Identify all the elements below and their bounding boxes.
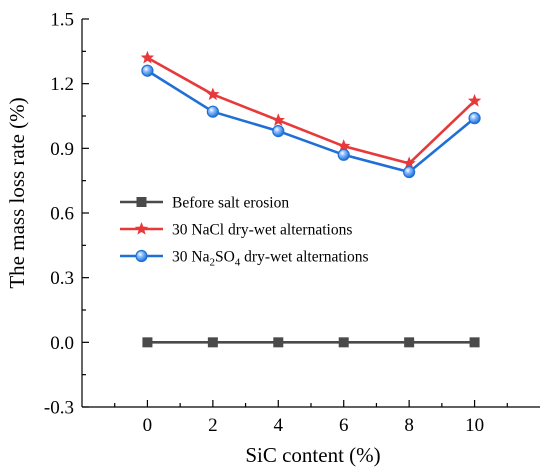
star-marker	[402, 156, 416, 170]
axes: -0.3 0.0 0.3 0.6 0.9 1.2 1.5 0 2 4 6 8 10	[44, 10, 540, 436]
series-group	[140, 50, 482, 348]
x-tick-label: 2	[208, 415, 218, 436]
x-tick-label: 6	[339, 415, 349, 436]
circle-marker	[468, 112, 481, 125]
legend: Before salt erosion 30 NaCl dry-wet alter…	[120, 195, 369, 269]
legend-label: Before salt erosion	[172, 195, 289, 212]
legend-label: 30 Na2SO4 dry-wet alternations	[172, 249, 369, 269]
y-tick-label: 0.0	[50, 333, 74, 354]
y-tick-label: 1.5	[50, 10, 74, 31]
square-marker	[207, 337, 218, 348]
x-tick-label: 0	[143, 415, 153, 436]
y-tick-label: 0.9	[50, 139, 74, 160]
square-marker	[142, 337, 153, 348]
star-marker	[206, 87, 220, 101]
square-marker	[469, 337, 480, 348]
y-tick-label: -0.3	[44, 398, 74, 419]
x-tick-label: 10	[465, 415, 484, 436]
y-tick-label: 0.3	[50, 268, 74, 289]
square-marker	[404, 337, 415, 348]
star-marker	[134, 222, 149, 235]
circle-marker	[141, 64, 154, 77]
y-tick-label: 0.6	[50, 204, 74, 225]
square-marker	[338, 337, 349, 348]
circle-marker	[337, 148, 350, 161]
square-marker	[136, 197, 147, 207]
x-tick-label: 8	[404, 415, 414, 436]
circle-marker	[135, 249, 148, 263]
series-line	[146, 69, 476, 174]
circle-marker	[403, 165, 416, 179]
circle-marker	[206, 105, 219, 118]
x-axis-title: SiC content (%)	[245, 443, 380, 467]
star-marker	[337, 139, 351, 152]
y-axis-title: The mass loss rate (%)	[5, 97, 29, 288]
square-marker	[273, 337, 284, 348]
star-marker	[140, 50, 155, 64]
series-line	[146, 56, 476, 165]
star-marker	[467, 93, 482, 107]
legend-label: 30 NaCl dry-wet alternations	[172, 222, 352, 239]
x-tick-label: 4	[274, 415, 284, 436]
star-marker	[271, 113, 285, 126]
circle-marker	[272, 124, 285, 138]
y-tick-label: 1.2	[50, 74, 74, 95]
